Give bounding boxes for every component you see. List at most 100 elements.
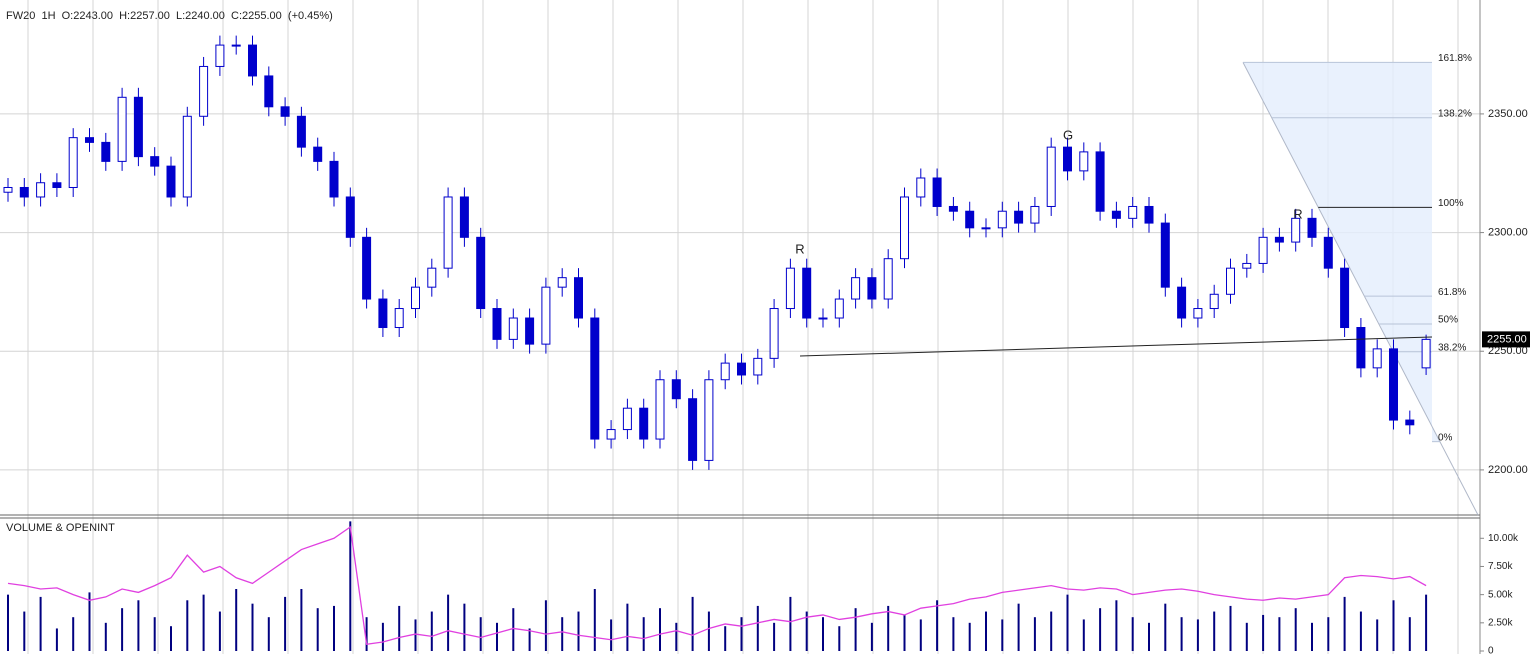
- fib-label: 0%: [1438, 432, 1453, 443]
- candle-body: [1128, 205, 1138, 219]
- candle-body: [606, 429, 616, 440]
- fib-label: 50%: [1438, 315, 1458, 326]
- candle-body: [492, 308, 502, 340]
- y-tick-label: 2350.00: [1488, 108, 1528, 120]
- candle-body: [296, 115, 306, 148]
- candle-body: [1372, 348, 1382, 369]
- candle-body: [997, 210, 1007, 229]
- candle-body: [3, 186, 13, 193]
- fib-label: 61.8%: [1438, 287, 1466, 298]
- candle-body: [753, 357, 763, 376]
- y-tick-label: 7.50k: [1488, 561, 1513, 572]
- candle-body: [1274, 236, 1284, 243]
- annotation: G: [1063, 127, 1073, 142]
- candle-body: [329, 160, 339, 198]
- candle-body: [199, 65, 209, 117]
- candle-body: [1389, 348, 1398, 421]
- candle-body: [818, 317, 828, 320]
- candle-body: [737, 362, 746, 376]
- candle-body: [981, 227, 991, 230]
- candle-body: [264, 75, 274, 108]
- candle-body: [1014, 210, 1024, 224]
- fib-label: 161.8%: [1438, 53, 1472, 64]
- candle-body: [1046, 146, 1056, 207]
- candle-body: [1063, 146, 1072, 172]
- candle-body: [1193, 308, 1203, 319]
- candle-body: [443, 196, 453, 269]
- candle-body: [231, 44, 241, 47]
- y-tick-label: 2300.00: [1488, 226, 1528, 238]
- candle-body: [166, 165, 176, 198]
- candle-body: [508, 317, 518, 340]
- candle-body: [704, 379, 714, 461]
- candle-body: [1421, 338, 1431, 369]
- openint-line: [7, 525, 1427, 645]
- candle-body: [1209, 293, 1219, 310]
- candle-body: [280, 106, 290, 117]
- candle-body: [150, 156, 160, 167]
- candle-body: [411, 286, 420, 310]
- candle-body: [345, 196, 355, 238]
- candle-body: [720, 362, 730, 381]
- candle-body: [182, 115, 192, 198]
- candle-body: [1079, 151, 1089, 172]
- candle-body: [655, 379, 665, 440]
- candle-body: [117, 96, 127, 162]
- candle-body: [639, 407, 649, 440]
- chart-title: FW20 1H O:2243.00 H:2257.00 L:2240.00 C:…: [6, 10, 333, 22]
- candle-body: [883, 258, 893, 300]
- candle-body: [932, 177, 942, 207]
- candle-body: [394, 308, 404, 329]
- candle-body: [1307, 217, 1317, 238]
- candle-body: [948, 205, 958, 212]
- candle-body: [36, 182, 46, 198]
- candle-body: [622, 407, 632, 431]
- candle-body: [52, 182, 62, 188]
- y-tick-label: 10.00k: [1488, 533, 1519, 544]
- candle-body: [525, 317, 535, 345]
- y-tick-label: 5.00k: [1488, 589, 1513, 600]
- candle-body: [476, 236, 486, 310]
- fib-diagonal: [1242, 62, 1479, 516]
- candle-body: [1226, 267, 1235, 295]
- pane-title: VOLUME & OPENINT: [6, 522, 115, 534]
- candle-body: [688, 398, 698, 461]
- candle-body: [1030, 205, 1040, 224]
- candle-body: [590, 317, 600, 440]
- candle-body: [802, 267, 812, 319]
- candle-body: [459, 196, 469, 238]
- y-tick-label: 2250.00: [1488, 345, 1528, 357]
- candle-body: [671, 379, 681, 400]
- candle-body: [19, 186, 29, 198]
- candle-body: [1356, 327, 1366, 369]
- candle-body: [215, 44, 225, 67]
- candle-body: [1095, 151, 1105, 212]
- candle-body: [1160, 222, 1170, 288]
- candle-body: [916, 177, 926, 198]
- candle-body: [1340, 267, 1350, 329]
- candle-body: [834, 298, 844, 319]
- y-tick-label: 2.50k: [1488, 617, 1513, 628]
- y-tick-label: 0: [1488, 646, 1494, 654]
- candle-body: [769, 308, 779, 359]
- fib-label: 138.2%: [1438, 108, 1472, 119]
- candle-body: [427, 267, 437, 288]
- candle-body: [1144, 205, 1154, 224]
- price-marker: [1482, 331, 1530, 348]
- annotation: R: [795, 241, 804, 256]
- fib-label: 38.2%: [1438, 342, 1466, 353]
- candle-body: [85, 137, 94, 143]
- candle-body: [1323, 236, 1333, 269]
- candle-body: [1111, 210, 1121, 219]
- candle-body: [313, 146, 323, 162]
- candle-body: [1242, 262, 1252, 269]
- price-marker-label: 2255.00: [1487, 333, 1527, 345]
- candle-body: [248, 44, 257, 77]
- trendline: [799, 336, 1433, 357]
- candle-body: [1291, 217, 1301, 243]
- candle-body: [557, 277, 567, 288]
- candle-body: [133, 96, 143, 158]
- candle-body: [378, 298, 388, 329]
- candle-body: [785, 267, 795, 310]
